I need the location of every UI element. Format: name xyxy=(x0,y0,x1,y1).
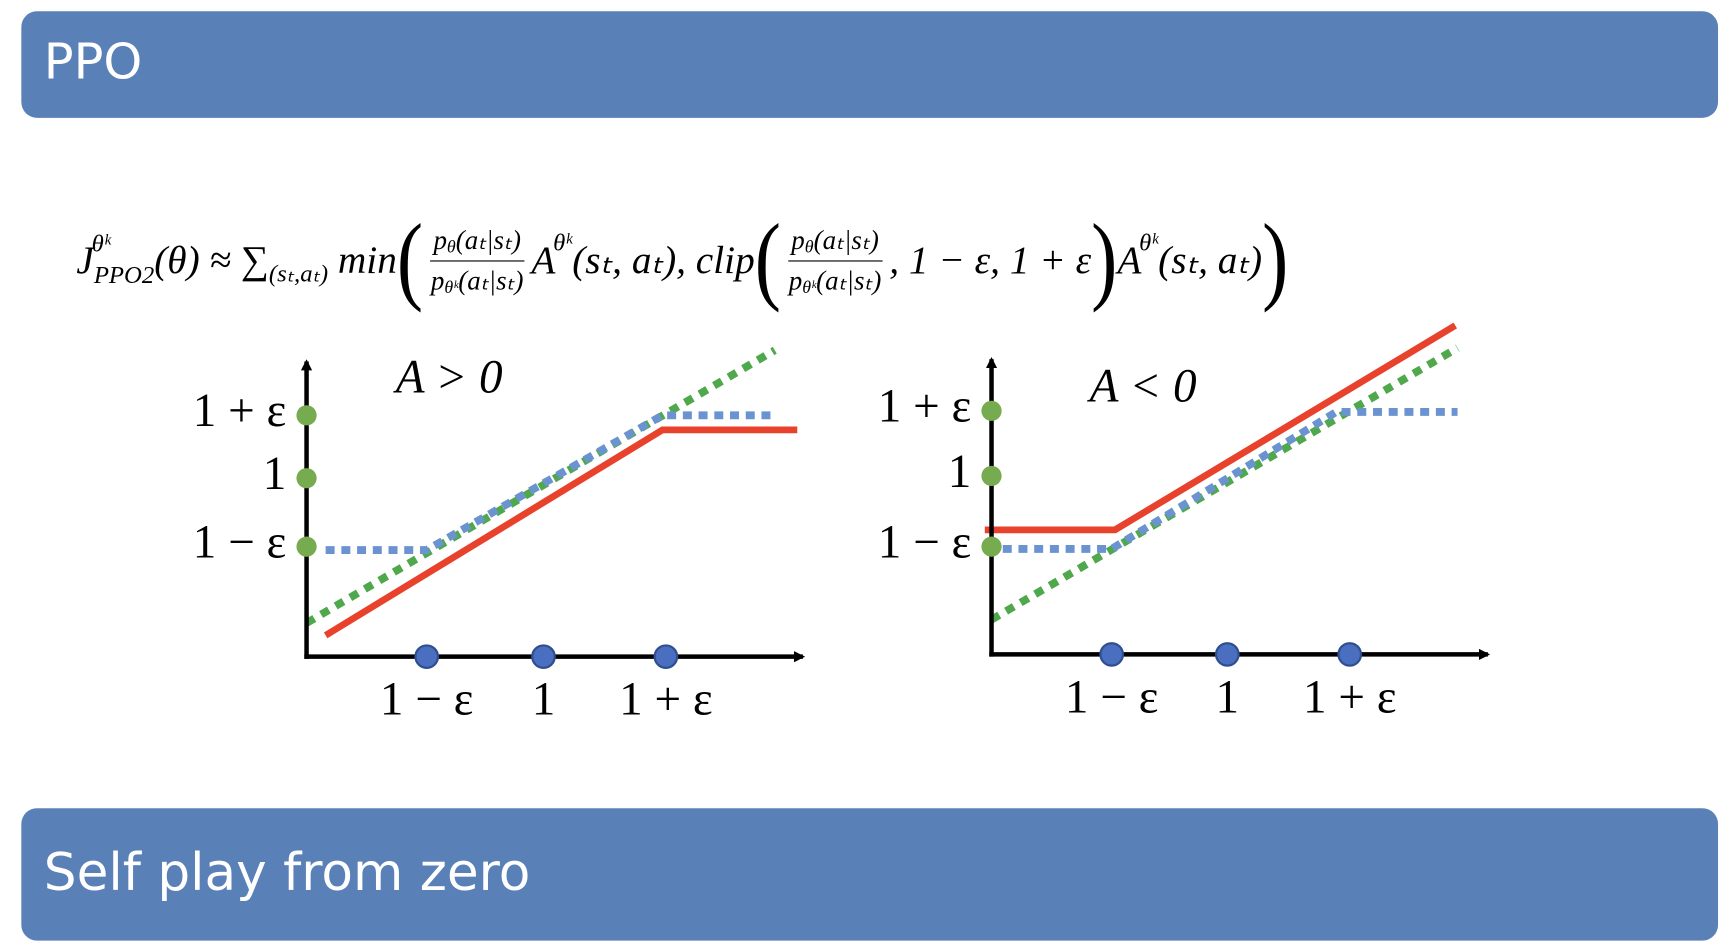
x-tick-dot xyxy=(414,644,440,670)
paren: ) xyxy=(1262,205,1289,314)
x-tick-label: 1 + ε xyxy=(1303,671,1397,723)
formula-base: p xyxy=(791,226,805,256)
header-title: PPO xyxy=(43,33,143,91)
formula-part: , 1 − ε, 1 + ε xyxy=(889,238,1091,283)
formula-base: J xyxy=(76,237,94,282)
superscript: θᵏ xyxy=(91,228,111,258)
red-line xyxy=(984,322,1458,534)
paren: ( xyxy=(396,205,424,314)
superscript: θᵏ xyxy=(1139,227,1159,256)
x-tick-dot xyxy=(1337,642,1363,667)
blue-line xyxy=(1002,408,1458,553)
formula-part: p θᵏ xyxy=(430,266,459,298)
x-tick-dot xyxy=(531,644,556,670)
x-tick-label: 1 − ε xyxy=(380,674,474,726)
formula-text: (aₜ|sₜ) xyxy=(813,226,879,256)
y-tick-label: 1 − ε xyxy=(193,516,287,568)
numerator: p θ (aₜ|sₜ) xyxy=(430,224,525,261)
footer-bar: Self play from zero xyxy=(21,808,1719,941)
formula-part: (aₜ|sₜ) xyxy=(816,264,881,297)
denominator: p θᵏ (aₜ|sₜ) xyxy=(785,261,884,298)
formula-base: p xyxy=(433,226,447,256)
formula-text: (aₜ|sₜ) xyxy=(455,226,521,256)
header-bar: PPO xyxy=(21,11,1719,118)
fraction: p θ (aₜ|sₜ) p θᵏ (aₜ|sₜ) xyxy=(785,224,884,297)
y-tick-dot xyxy=(981,465,1002,487)
paren: ) xyxy=(1091,205,1118,314)
formula-part: (sₜ, aₜ), clip xyxy=(572,238,755,283)
formula-text: min xyxy=(328,237,397,282)
script-stack: θᵏ PPO2 xyxy=(92,231,155,289)
formula-part: ( xyxy=(397,206,423,314)
superscript: θᵏ xyxy=(553,227,573,256)
y-tick-label: 1 xyxy=(263,448,287,500)
formula-part: (θ) ≈ xyxy=(154,238,241,283)
formula-text: (aₜ|sₜ) xyxy=(816,266,882,296)
formula-text: , 1 − ε, 1 + ε xyxy=(889,237,1092,282)
formula-part: ) xyxy=(1262,206,1288,314)
subscript: PPO2 xyxy=(93,260,155,289)
formula-base: A xyxy=(1117,237,1142,282)
formula-text: (θ) ≈ xyxy=(154,237,241,282)
diagram-title: A > 0 xyxy=(393,351,503,403)
diagram-title: A < 0 xyxy=(1087,360,1197,412)
formula-part: p θ (aₜ|sₜ) p θᵏ (aₜ|sₜ) xyxy=(781,224,889,297)
x-tick-label: 1 xyxy=(1216,671,1240,723)
y-tick-dot xyxy=(981,536,1002,557)
y-tick-label: 1 − ε xyxy=(878,516,972,568)
formula-base: ∑ xyxy=(240,237,269,282)
x-tick-label: 1 xyxy=(532,674,556,726)
formula-part: (aₜ|sₜ) xyxy=(456,224,521,257)
footer-title: Self play from zero xyxy=(43,841,531,903)
formula-base: p xyxy=(788,266,803,296)
subscript: θ xyxy=(446,237,456,258)
x-tick-dot xyxy=(653,644,679,670)
denominator: p θᵏ (aₜ|sₜ) xyxy=(428,261,527,298)
x-tick-dot xyxy=(1214,642,1240,667)
x-tick-label: 1 − ε xyxy=(1065,671,1159,723)
formula-part: min xyxy=(328,238,397,283)
formula-part: (sₜ, aₜ) xyxy=(1158,238,1262,283)
green-line xyxy=(304,346,777,627)
blue-line xyxy=(325,411,775,554)
formula-part: (aₜ|sₜ) xyxy=(458,264,523,297)
y-tick-dot xyxy=(296,468,317,489)
formula-part: ( xyxy=(755,206,781,314)
formula-part: ∑ (sₜ,aₜ) xyxy=(240,237,328,287)
formula-part: ) xyxy=(1091,206,1117,314)
red-line xyxy=(323,426,798,639)
numerator: p θ (aₜ|sₜ) xyxy=(787,224,883,261)
formula-text: (sₜ, aₜ) xyxy=(1158,237,1263,282)
subscript: (sₜ,aₜ) xyxy=(268,259,329,288)
y-tick-label: 1 + ε xyxy=(878,381,972,433)
y-tick-dot xyxy=(296,405,317,426)
formula-base: p xyxy=(430,266,445,296)
formula-text: (aₜ|sₜ) xyxy=(458,266,524,296)
x-tick-dot xyxy=(1099,642,1125,667)
formula-part: (aₜ|sₜ) xyxy=(814,224,879,257)
formula-part: p θ (aₜ|sₜ) p θᵏ (aₜ|sₜ) xyxy=(423,224,531,297)
formula-text: (sₜ, aₜ), clip xyxy=(572,237,755,282)
fraction: p θ (aₜ|sₜ) p θᵏ (aₜ|sₜ) xyxy=(428,224,527,297)
y-tick-label: 1 xyxy=(948,446,972,498)
y-tick-dot xyxy=(296,536,317,557)
formula-part: p θᵏ xyxy=(788,266,817,298)
formula-base: A xyxy=(531,237,556,282)
y-tick-dot xyxy=(981,400,1002,421)
subscript: θᵏ xyxy=(444,278,459,298)
subscript: θᵏ xyxy=(802,278,817,298)
x-tick-label: 1 + ε xyxy=(619,674,713,726)
y-tick-label: 1 + ε xyxy=(193,385,287,437)
subscript: θ xyxy=(804,237,814,258)
paren: ( xyxy=(754,205,781,314)
